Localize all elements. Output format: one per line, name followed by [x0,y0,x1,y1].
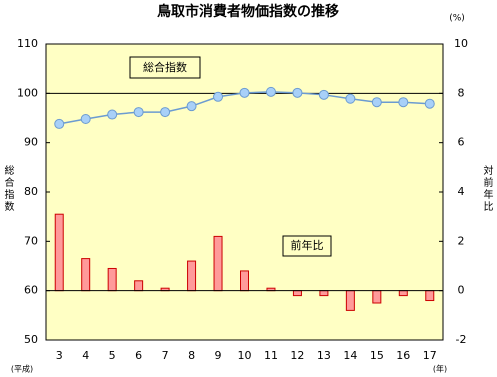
y2-tick-label: 8 [458,86,465,99]
x-tick-label: 5 [109,349,116,362]
legend-label: 前年比 [291,238,324,252]
bar [134,280,144,292]
y2-tick-label: 0 [458,284,465,297]
y2-tick-label: -2 [456,333,467,346]
y-tick-label: 80 [24,185,38,198]
y2-tick-label: 6 [458,136,465,149]
x-tick-label: 3 [56,349,63,362]
x-tick-label: 11 [264,349,278,362]
y-tick-label: 50 [24,333,38,346]
x-tick-label: 17 [423,349,437,362]
y2-unit: (%) [449,14,465,24]
marker [54,118,65,129]
x-tick-label: 8 [188,349,195,362]
y2-axis-label: 対前年比 [481,164,493,213]
y-tick-label: 60 [24,284,38,297]
x-tick-label: 6 [135,349,142,362]
marker [133,107,144,118]
x-axis-label-right: (年) [433,364,447,374]
y-tick-label: 90 [24,136,38,149]
bar [213,235,223,292]
bar [240,270,249,292]
marker [292,87,303,98]
y-tick-label: 110 [17,37,38,50]
y2-tick-label: 10 [454,37,468,50]
marker [213,91,224,102]
bar [81,258,91,292]
y-tick-label: 70 [24,234,38,247]
x-tick-label: 16 [396,349,410,362]
x-tick-label: 7 [162,349,169,362]
bar [319,290,329,297]
y2-tick-label: 2 [458,234,465,247]
marker [80,113,91,124]
x-tick-label: 14 [343,349,357,362]
chart-title: 鳥取市消費者物価指数の推移 [157,3,339,20]
y2-tick-label: 4 [458,185,465,198]
x-axis-label-left: (平成) [11,364,33,374]
x-tick-label: 15 [370,349,384,362]
bar [187,260,197,292]
bar [292,290,302,297]
bar [372,290,382,304]
marker [371,97,382,108]
bar [425,290,435,302]
marker [265,86,276,97]
x-tick-label: 9 [215,349,222,362]
marker [398,97,409,108]
bar [107,267,117,292]
marker [107,109,118,120]
y-tick-label: 100 [17,86,38,99]
x-tick-label: 12 [290,349,304,362]
x-tick-label: 10 [238,349,252,362]
marker [318,89,329,100]
x-tick-label: 4 [82,349,89,362]
legend-label: 総合指数 [143,60,187,74]
marker [186,101,197,112]
marker [424,98,435,109]
marker [160,107,171,118]
legend-box [282,235,332,257]
x-tick-label: 13 [317,349,331,362]
bar [398,290,408,297]
legend-box [129,56,201,79]
marker [345,93,356,104]
bar [54,213,64,292]
y-axis-label: 総合指数 [2,164,14,213]
marker [239,87,250,98]
bar [345,290,355,311]
